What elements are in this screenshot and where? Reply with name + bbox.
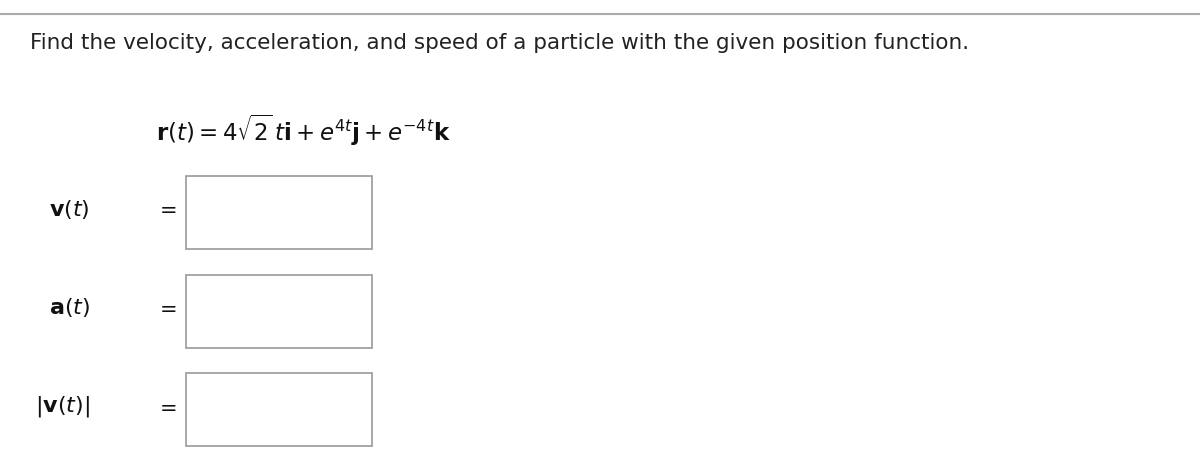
Text: $=$: $=$ xyxy=(155,397,176,416)
FancyBboxPatch shape xyxy=(186,176,372,249)
Text: $\mathbf{r}(t) = 4\sqrt{2}\,t\mathbf{i} + e^{4t}\mathbf{j} + e^{-4t}\mathbf{k}$: $\mathbf{r}(t) = 4\sqrt{2}\,t\mathbf{i} … xyxy=(156,113,451,148)
Text: $\mathbf{a}(t)$: $\mathbf{a}(t)$ xyxy=(49,297,90,319)
Text: $=$: $=$ xyxy=(155,199,176,219)
Text: Find the velocity, acceleration, and speed of a particle with the given position: Find the velocity, acceleration, and spe… xyxy=(30,33,970,53)
Text: $\mathbf{v}(t)$: $\mathbf{v}(t)$ xyxy=(49,198,90,220)
FancyBboxPatch shape xyxy=(186,373,372,446)
Text: $|\mathbf{v}(t)|$: $|\mathbf{v}(t)|$ xyxy=(35,394,90,419)
FancyBboxPatch shape xyxy=(186,275,372,348)
Text: $=$: $=$ xyxy=(155,298,176,318)
